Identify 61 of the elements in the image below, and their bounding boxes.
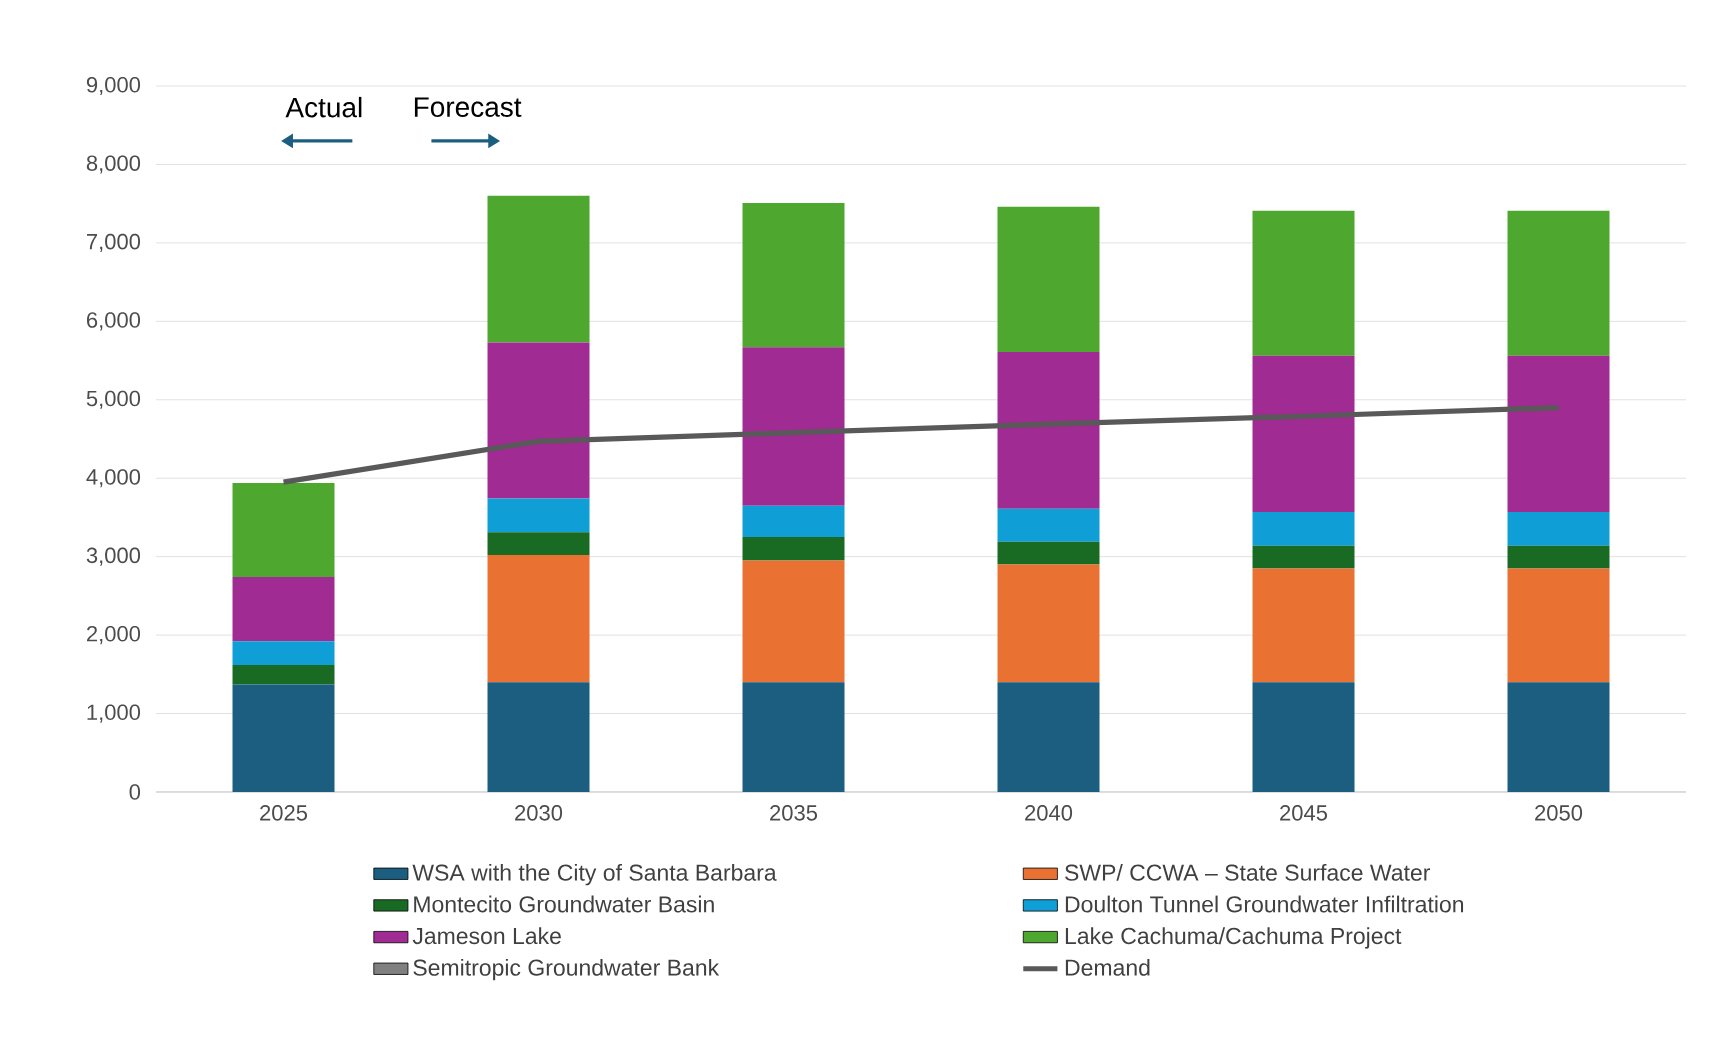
x-tick-label: 2045 xyxy=(1280,805,1328,821)
bar xyxy=(487,532,590,556)
y-tick-label: 7,000 xyxy=(87,233,141,252)
bar xyxy=(1252,682,1355,792)
x-tick-label: 2050 xyxy=(1535,805,1583,821)
y-tick-label: 5,000 xyxy=(86,390,141,409)
y-tick-label: 6,000 xyxy=(87,312,141,331)
y-tick-label: 0 xyxy=(129,784,141,800)
bar xyxy=(487,342,590,499)
y-tick-label: 2,000 xyxy=(86,626,141,645)
bar xyxy=(232,641,335,665)
legend-label: Jameson Lake xyxy=(412,927,561,945)
legend-label: Lake Cachuma/Cachuma Project xyxy=(1065,927,1402,949)
legend-label: WSA with the City of Santa Barbara xyxy=(412,863,777,886)
bar xyxy=(232,482,335,578)
legend-label: Demand xyxy=(1065,958,1150,976)
annotation: Actual xyxy=(285,96,362,118)
y-tick-label: 9,000 xyxy=(86,76,141,96)
bar xyxy=(742,202,845,348)
bar xyxy=(742,347,845,506)
y-tick-label: 4,000 xyxy=(86,469,141,488)
legend-label: Doulton Tunnel Groundwater Infiltration xyxy=(1065,895,1464,913)
bar xyxy=(742,537,845,561)
bar xyxy=(232,664,335,685)
bar xyxy=(742,682,845,792)
y-tick-label: 3,000 xyxy=(86,547,141,566)
bar xyxy=(487,195,590,343)
bar xyxy=(487,498,590,533)
bar xyxy=(1507,511,1610,546)
bar xyxy=(742,505,845,538)
x-tick-label: 2035 xyxy=(770,805,818,821)
bar xyxy=(1507,210,1610,356)
bar xyxy=(997,351,1100,509)
x-tick-label: 2040 xyxy=(1025,805,1073,821)
bar xyxy=(742,560,845,683)
y-tick-label: 1,000 xyxy=(87,704,141,723)
legend-label: Montecito Groundwater Basin xyxy=(414,895,714,913)
bar xyxy=(1507,682,1610,792)
legend-label: SWP/ CCWA – State Surface Water xyxy=(1065,863,1431,881)
legend-label: Semitropic Groundwater Bank xyxy=(413,958,720,981)
bar xyxy=(1252,210,1355,356)
bar xyxy=(1507,355,1610,512)
x-tick-label: 2030 xyxy=(515,805,563,821)
bar xyxy=(1507,568,1610,683)
bar xyxy=(232,684,335,792)
y-tick-label: 8,000 xyxy=(86,155,141,174)
bar xyxy=(997,564,1100,683)
bar xyxy=(487,682,590,792)
bar xyxy=(997,541,1100,565)
bar xyxy=(1507,545,1610,569)
x-tick-label: 2025 xyxy=(260,805,308,821)
bar xyxy=(997,682,1100,792)
bar xyxy=(1252,511,1355,546)
bar xyxy=(1252,545,1355,569)
annotation: Forecast xyxy=(414,97,522,117)
bar xyxy=(997,508,1100,542)
bar xyxy=(232,577,335,642)
bar xyxy=(487,555,590,683)
bar xyxy=(1252,568,1355,683)
bar xyxy=(997,206,1100,352)
bar xyxy=(1252,355,1355,512)
